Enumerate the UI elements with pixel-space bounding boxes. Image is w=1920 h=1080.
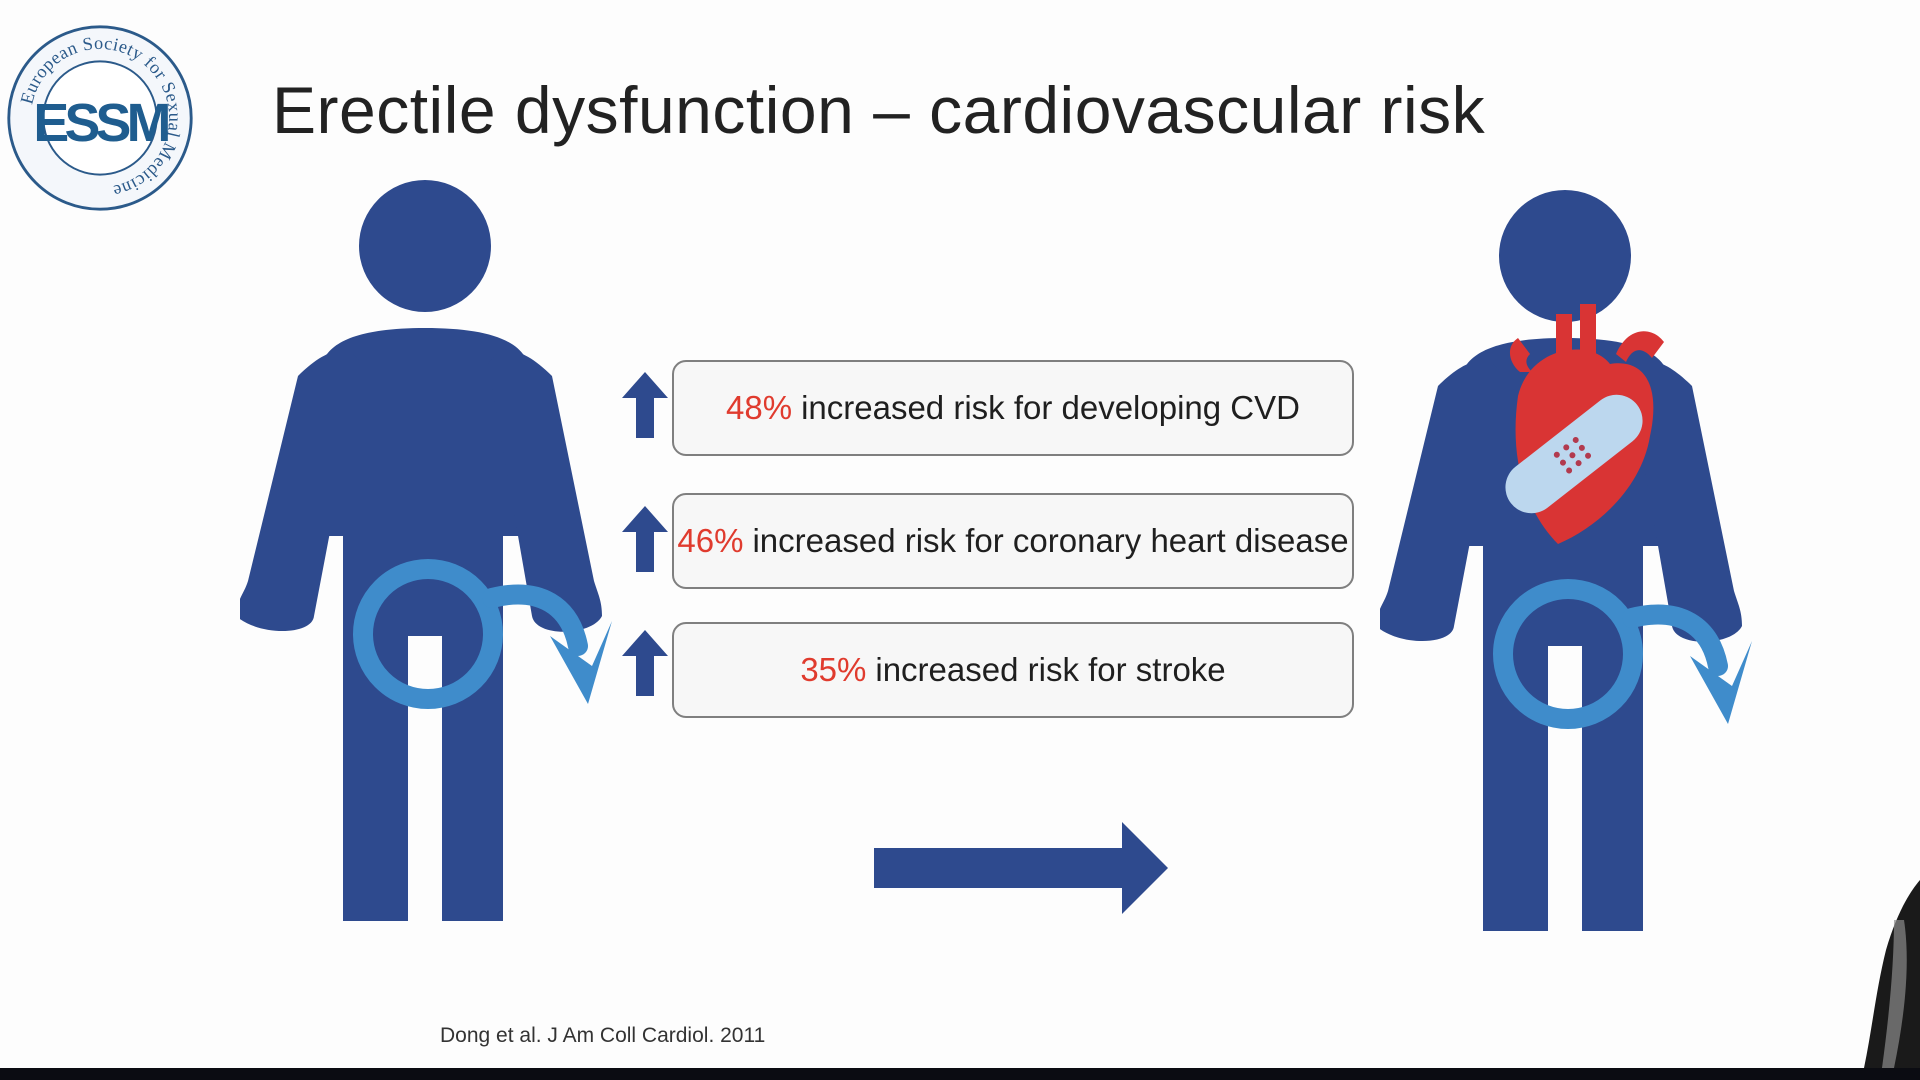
presenter-video-edge xyxy=(1864,880,1920,1068)
risk-box-cvd: 48% increased risk for developing CVD xyxy=(672,360,1354,456)
right-arrow-icon xyxy=(874,822,1168,914)
risk-percent: 48% xyxy=(726,389,793,426)
up-arrow-icon xyxy=(622,630,668,696)
citation: Dong et al. J Am Coll Cardiol. 2011 xyxy=(440,1024,766,1047)
risk-percent: 46% xyxy=(677,522,744,559)
up-arrow-icon xyxy=(622,506,668,572)
risk-text: increased risk for stroke xyxy=(875,651,1226,688)
essm-logo: European Society for Sexual Medicine ESS… xyxy=(7,25,193,211)
risk-text: increased risk for developing CVD xyxy=(801,389,1300,426)
bandage-icon xyxy=(1505,394,1643,514)
risk-percent: 35% xyxy=(800,651,867,688)
risk-box-coronary-heart-disease: 46% increased risk for coronary heart di… xyxy=(672,493,1354,589)
bottom-bar xyxy=(0,1068,1920,1080)
risk-text: increased risk for coronary heart diseas… xyxy=(752,522,1349,559)
logo-abbreviation: ESSM xyxy=(33,93,168,153)
risk-box-stroke: 35% increased risk for stroke xyxy=(672,622,1354,718)
male-figure-with-male-symbol-icon xyxy=(240,180,612,921)
male-figure-with-bandaged-heart-icon xyxy=(1380,190,1752,931)
up-arrow-icon xyxy=(622,372,668,438)
slide-title: Erectile dysfunction – cardiovascular ri… xyxy=(272,73,1486,147)
